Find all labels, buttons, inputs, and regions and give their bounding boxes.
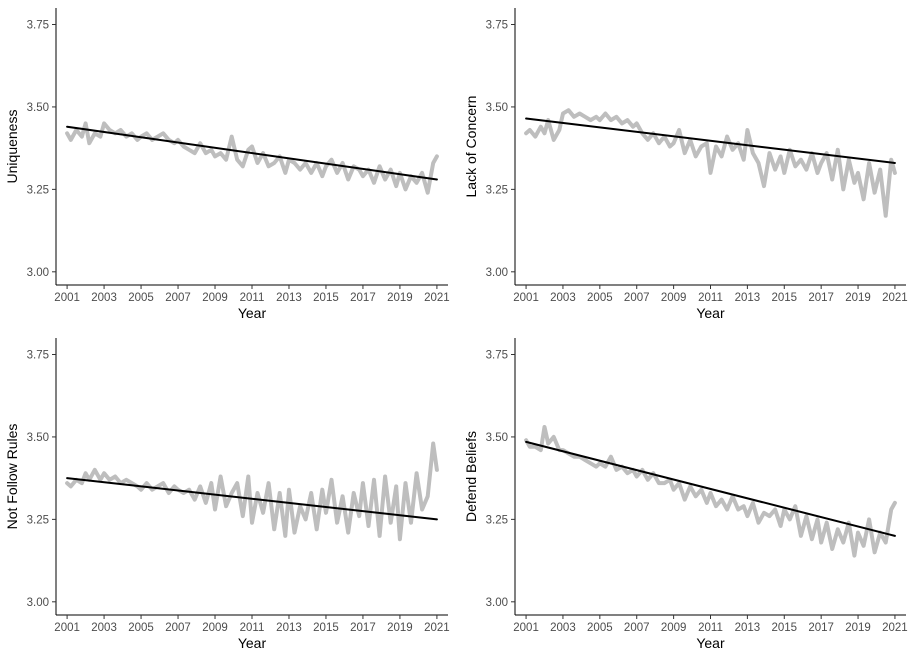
x-tick-label: 2005 — [587, 292, 613, 304]
x-tick-label: 2019 — [387, 622, 413, 634]
x-tick-label: 2007 — [165, 622, 191, 634]
y-tick-label: 3.50 — [486, 432, 508, 444]
x-tick-label: 2013 — [276, 292, 302, 304]
y-tick-label: 3.50 — [27, 102, 49, 114]
y-tick-label: 3.75 — [486, 19, 508, 31]
x-tick-label: 2001 — [54, 292, 80, 304]
x-tick-label: 2015 — [313, 622, 339, 634]
x-tick-label: 2021 — [424, 622, 450, 634]
x-axis-title: Year — [696, 635, 725, 651]
y-tick-label: 3.75 — [27, 349, 49, 361]
x-tick-label: 2021 — [882, 292, 908, 304]
x-tick-label: 2007 — [165, 292, 191, 304]
x-tick-label: 2019 — [845, 622, 871, 634]
x-tick-label: 2007 — [624, 622, 650, 634]
x-tick-label: 2003 — [550, 622, 576, 634]
x-tick-label: 2009 — [202, 292, 228, 304]
x-tick-label: 2003 — [550, 292, 576, 304]
trend-line — [66, 477, 438, 521]
x-tick-label: 2015 — [313, 292, 339, 304]
y-tick-label: 3.00 — [486, 267, 508, 279]
x-tick-label: 2009 — [202, 622, 228, 634]
x-tick-label: 2001 — [54, 622, 80, 634]
y-tick-label: 3.25 — [486, 184, 508, 196]
observed-line — [524, 425, 897, 558]
x-axis-title: Year — [238, 305, 267, 321]
y-axis-title: Lack of Concern — [463, 96, 479, 198]
x-tick-label: 2019 — [387, 292, 413, 304]
x-tick-label: 2019 — [845, 292, 871, 304]
x-tick-label: 2009 — [661, 292, 687, 304]
x-tick-label: 2013 — [276, 622, 302, 634]
y-tick-label: 3.00 — [486, 597, 508, 609]
y-tick-label: 3.25 — [27, 514, 49, 526]
x-tick-label: 2003 — [91, 292, 117, 304]
x-tick-label: 2017 — [808, 622, 834, 634]
panel-4: 2001 2003 2005 2007 2009 2011 2013 2015 2017 2019… — [463, 338, 908, 651]
observed-line — [524, 108, 897, 218]
trend-line — [525, 117, 896, 164]
trend-line — [525, 440, 896, 537]
y-axis-title: Uniqueness — [4, 110, 20, 184]
y-tick-label: 3.50 — [486, 102, 508, 114]
x-tick-label: 2017 — [808, 292, 834, 304]
y-tick-label: 3.00 — [27, 267, 49, 279]
trend-line — [66, 125, 438, 181]
panel-2: 2001 2003 2005 2007 2009 2011 2013 2015 2017 2019… — [463, 8, 908, 321]
x-tick-label: 2021 — [424, 292, 450, 304]
x-tick-label: 2013 — [735, 622, 761, 634]
x-tick-label: 2003 — [91, 622, 117, 634]
y-tick-label: 3.75 — [27, 19, 49, 31]
x-tick-label: 2017 — [350, 292, 376, 304]
observed-line — [65, 441, 439, 542]
y-tick-label: 3.75 — [486, 349, 508, 361]
y-axis-title: Defend Beliefs — [463, 431, 479, 522]
panel-3: 2001 2003 2005 2007 2009 2011 2013 2015 2017 2019… — [4, 338, 450, 651]
x-tick-label: 2021 — [882, 622, 908, 634]
y-axis-title: Not Follow Rules — [4, 424, 20, 530]
x-tick-label: 2005 — [128, 292, 154, 304]
x-axis-title: Year — [696, 305, 725, 321]
y-tick-label: 3.25 — [27, 184, 49, 196]
y-tick-label: 3.00 — [27, 597, 49, 609]
y-tick-label: 3.25 — [486, 514, 508, 526]
x-tick-label: 2011 — [698, 292, 723, 304]
x-tick-label: 2015 — [771, 622, 797, 634]
x-tick-label: 2007 — [624, 292, 650, 304]
x-tick-label: 2017 — [350, 622, 376, 634]
x-tick-label: 2011 — [240, 622, 265, 634]
x-tick-label: 2013 — [735, 292, 761, 304]
x-tick-label: 2011 — [240, 292, 265, 304]
panel-1: 2001 2003 2005 2007 2009 2011 2013 2015 2017 2019… — [4, 8, 450, 321]
x-tick-label: 2011 — [698, 622, 723, 634]
x-tick-label: 2001 — [513, 622, 539, 634]
x-tick-label: 2005 — [128, 622, 154, 634]
x-tick-label: 2001 — [513, 292, 539, 304]
x-axis-title: Year — [238, 635, 267, 651]
x-tick-label: 2015 — [771, 292, 797, 304]
x-tick-label: 2005 — [587, 622, 613, 634]
x-tick-label: 2009 — [661, 622, 687, 634]
y-tick-label: 3.50 — [27, 432, 49, 444]
